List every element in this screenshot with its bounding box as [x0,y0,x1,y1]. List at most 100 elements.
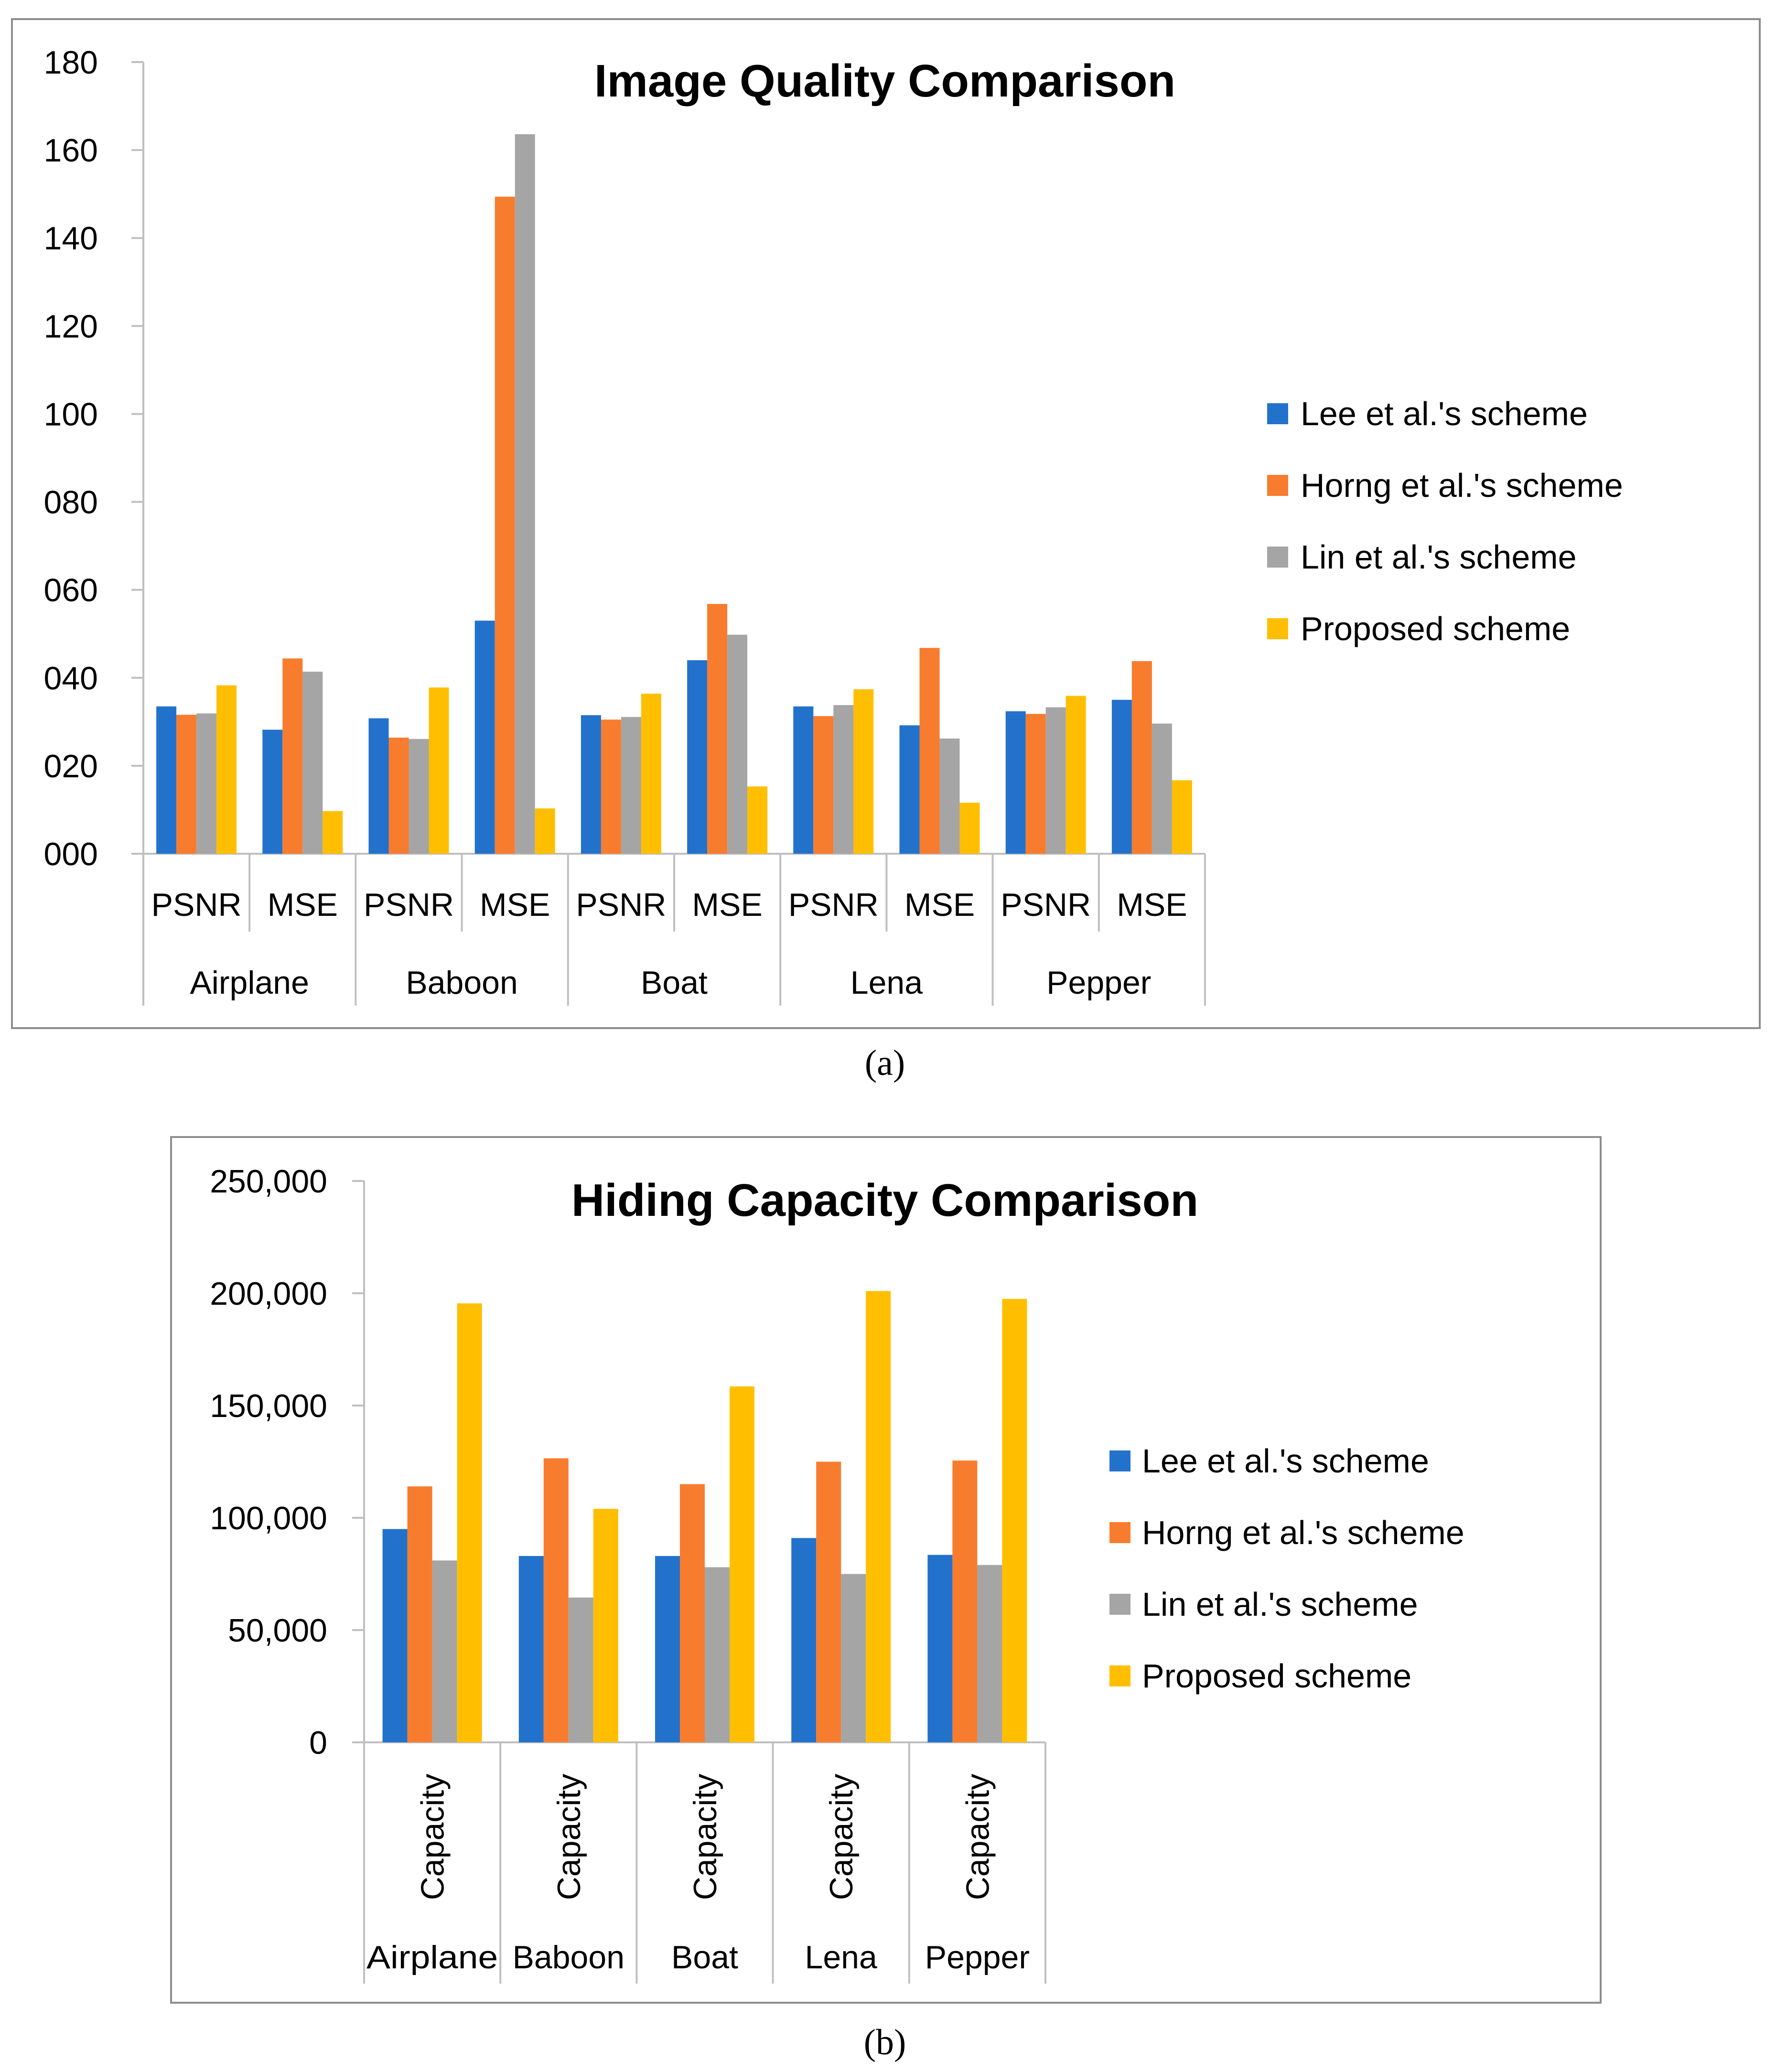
chart-a-title: Image Quality Comparison [594,55,1175,107]
x-category-label: PSNR [1001,887,1091,923]
bar [747,786,768,854]
bar [853,689,874,854]
bar [1045,707,1066,854]
bar [407,1486,432,1742]
bar [977,1565,1002,1742]
x-category-label: PSNR [576,887,666,923]
legend-label: Horng et al.'s scheme [1142,1514,1464,1551]
y-tick-label: 100 [44,396,98,432]
x-category-label: Capacity [551,1774,587,1900]
bar [687,660,708,854]
bar [641,693,661,854]
chart-b-legend: Lee et al.'s scheme Horng et al.'s scheme… [1109,1442,1464,1695]
bar [655,1556,680,1742]
legend-swatch [1109,1594,1130,1615]
bar [959,803,980,854]
bar [216,685,237,854]
bar [302,671,323,854]
bar [457,1303,482,1742]
x-category-label: Capacity [415,1774,451,1900]
bar [429,687,449,854]
y-tick-label: 020 [44,748,98,784]
bar [899,725,920,854]
bar [1172,780,1192,854]
caption-b: (b) [864,2022,906,2062]
bar [196,713,217,854]
x-group-label: Pepper [1046,965,1151,1001]
legend-label: Lin et al.'s scheme [1301,538,1577,576]
x-category-label: MSE [1117,887,1187,923]
legend-label: Lin et al.'s scheme [1142,1586,1418,1623]
bar [1152,723,1172,854]
chart-b-bars [382,1291,1027,1742]
chart-b-x-labels: Capacity Airplane Capacity Baboon Capacity Bo… [366,1774,1030,1975]
caption-a: (a) [865,1043,905,1083]
chart-a-legend: Lee et al.'s scheme Horng et al.'s scheme… [1267,395,1623,647]
bar [841,1574,866,1742]
chart-a-y-ticks: 000 020 040 060 080 100 120 140 160 180 [44,44,143,872]
x-category-label: PSNR [364,887,454,923]
bar [621,717,641,854]
y-tick-label: 180 [44,44,98,81]
x-category-label: Capacity [959,1774,996,1900]
bar [1131,661,1152,854]
chart-a-x-labels: PSNR MSE PSNR MSE PSNR MSE PSNR MSE PSNR MSE Airpl… [151,887,1187,1001]
legend-swatch [1109,1665,1130,1686]
bar [568,1597,593,1742]
x-category-label: Capacity [687,1774,723,1900]
y-tick-label: 080 [44,484,98,521]
legend-swatch [1109,1450,1130,1471]
chart-hiding-capacity: Hiding Capacity Comparison 0 50,000 100,00… [170,1136,1602,2004]
y-tick-label: 120 [44,308,98,344]
y-tick-label: 060 [44,572,98,609]
legend-label: Proposed scheme [1301,610,1570,647]
bar [816,1461,841,1742]
y-tick-label: 140 [44,220,98,257]
bar [388,737,409,854]
bar [518,1556,544,1742]
bar [866,1291,891,1742]
bar [705,1567,730,1742]
x-category-label: MSE [268,887,338,923]
bar [791,1538,817,1742]
bar [939,738,960,854]
bar [833,705,854,854]
bar [1002,1299,1027,1742]
x-category-label: PSNR [788,887,879,923]
x-group-label: Baboon [513,1939,624,1975]
bar [730,1386,754,1742]
bar [1025,714,1046,854]
y-tick-label: 50,000 [228,1612,327,1649]
legend-swatch [1267,547,1288,568]
bar [919,648,940,854]
y-tick-label: 100,000 [210,1500,327,1536]
bar [593,1509,618,1742]
bar [952,1460,978,1742]
y-tick-label: 150,000 [210,1388,327,1424]
bar [262,730,283,854]
y-tick-label: 0 [309,1725,327,1761]
chart-image-quality: Image Quality Comparison 000 020 040 060 080… [11,18,1761,1029]
bar [368,718,389,854]
chart-b-y-ticks: 0 50,000 100,000 150,000 200,000 250,000 [210,1163,364,1761]
bar [409,739,429,854]
legend-label: Proposed scheme [1142,1657,1411,1695]
bar [813,716,834,854]
bar [432,1560,457,1742]
bar [727,634,748,854]
bar [927,1555,953,1742]
legend-label: Lee et al.'s scheme [1301,395,1588,432]
bar [156,706,177,854]
bar [1005,711,1026,854]
chart-b-title: Hiding Capacity Comparison [571,1175,1198,1226]
x-category-label: MSE [692,887,762,923]
bar [515,134,535,854]
bar [323,811,343,854]
bar [707,604,728,854]
bar [474,621,495,854]
y-tick-label: 250,000 [210,1163,327,1200]
legend-swatch [1267,475,1288,496]
bar [382,1529,408,1742]
x-group-label: Boat [641,965,708,1001]
